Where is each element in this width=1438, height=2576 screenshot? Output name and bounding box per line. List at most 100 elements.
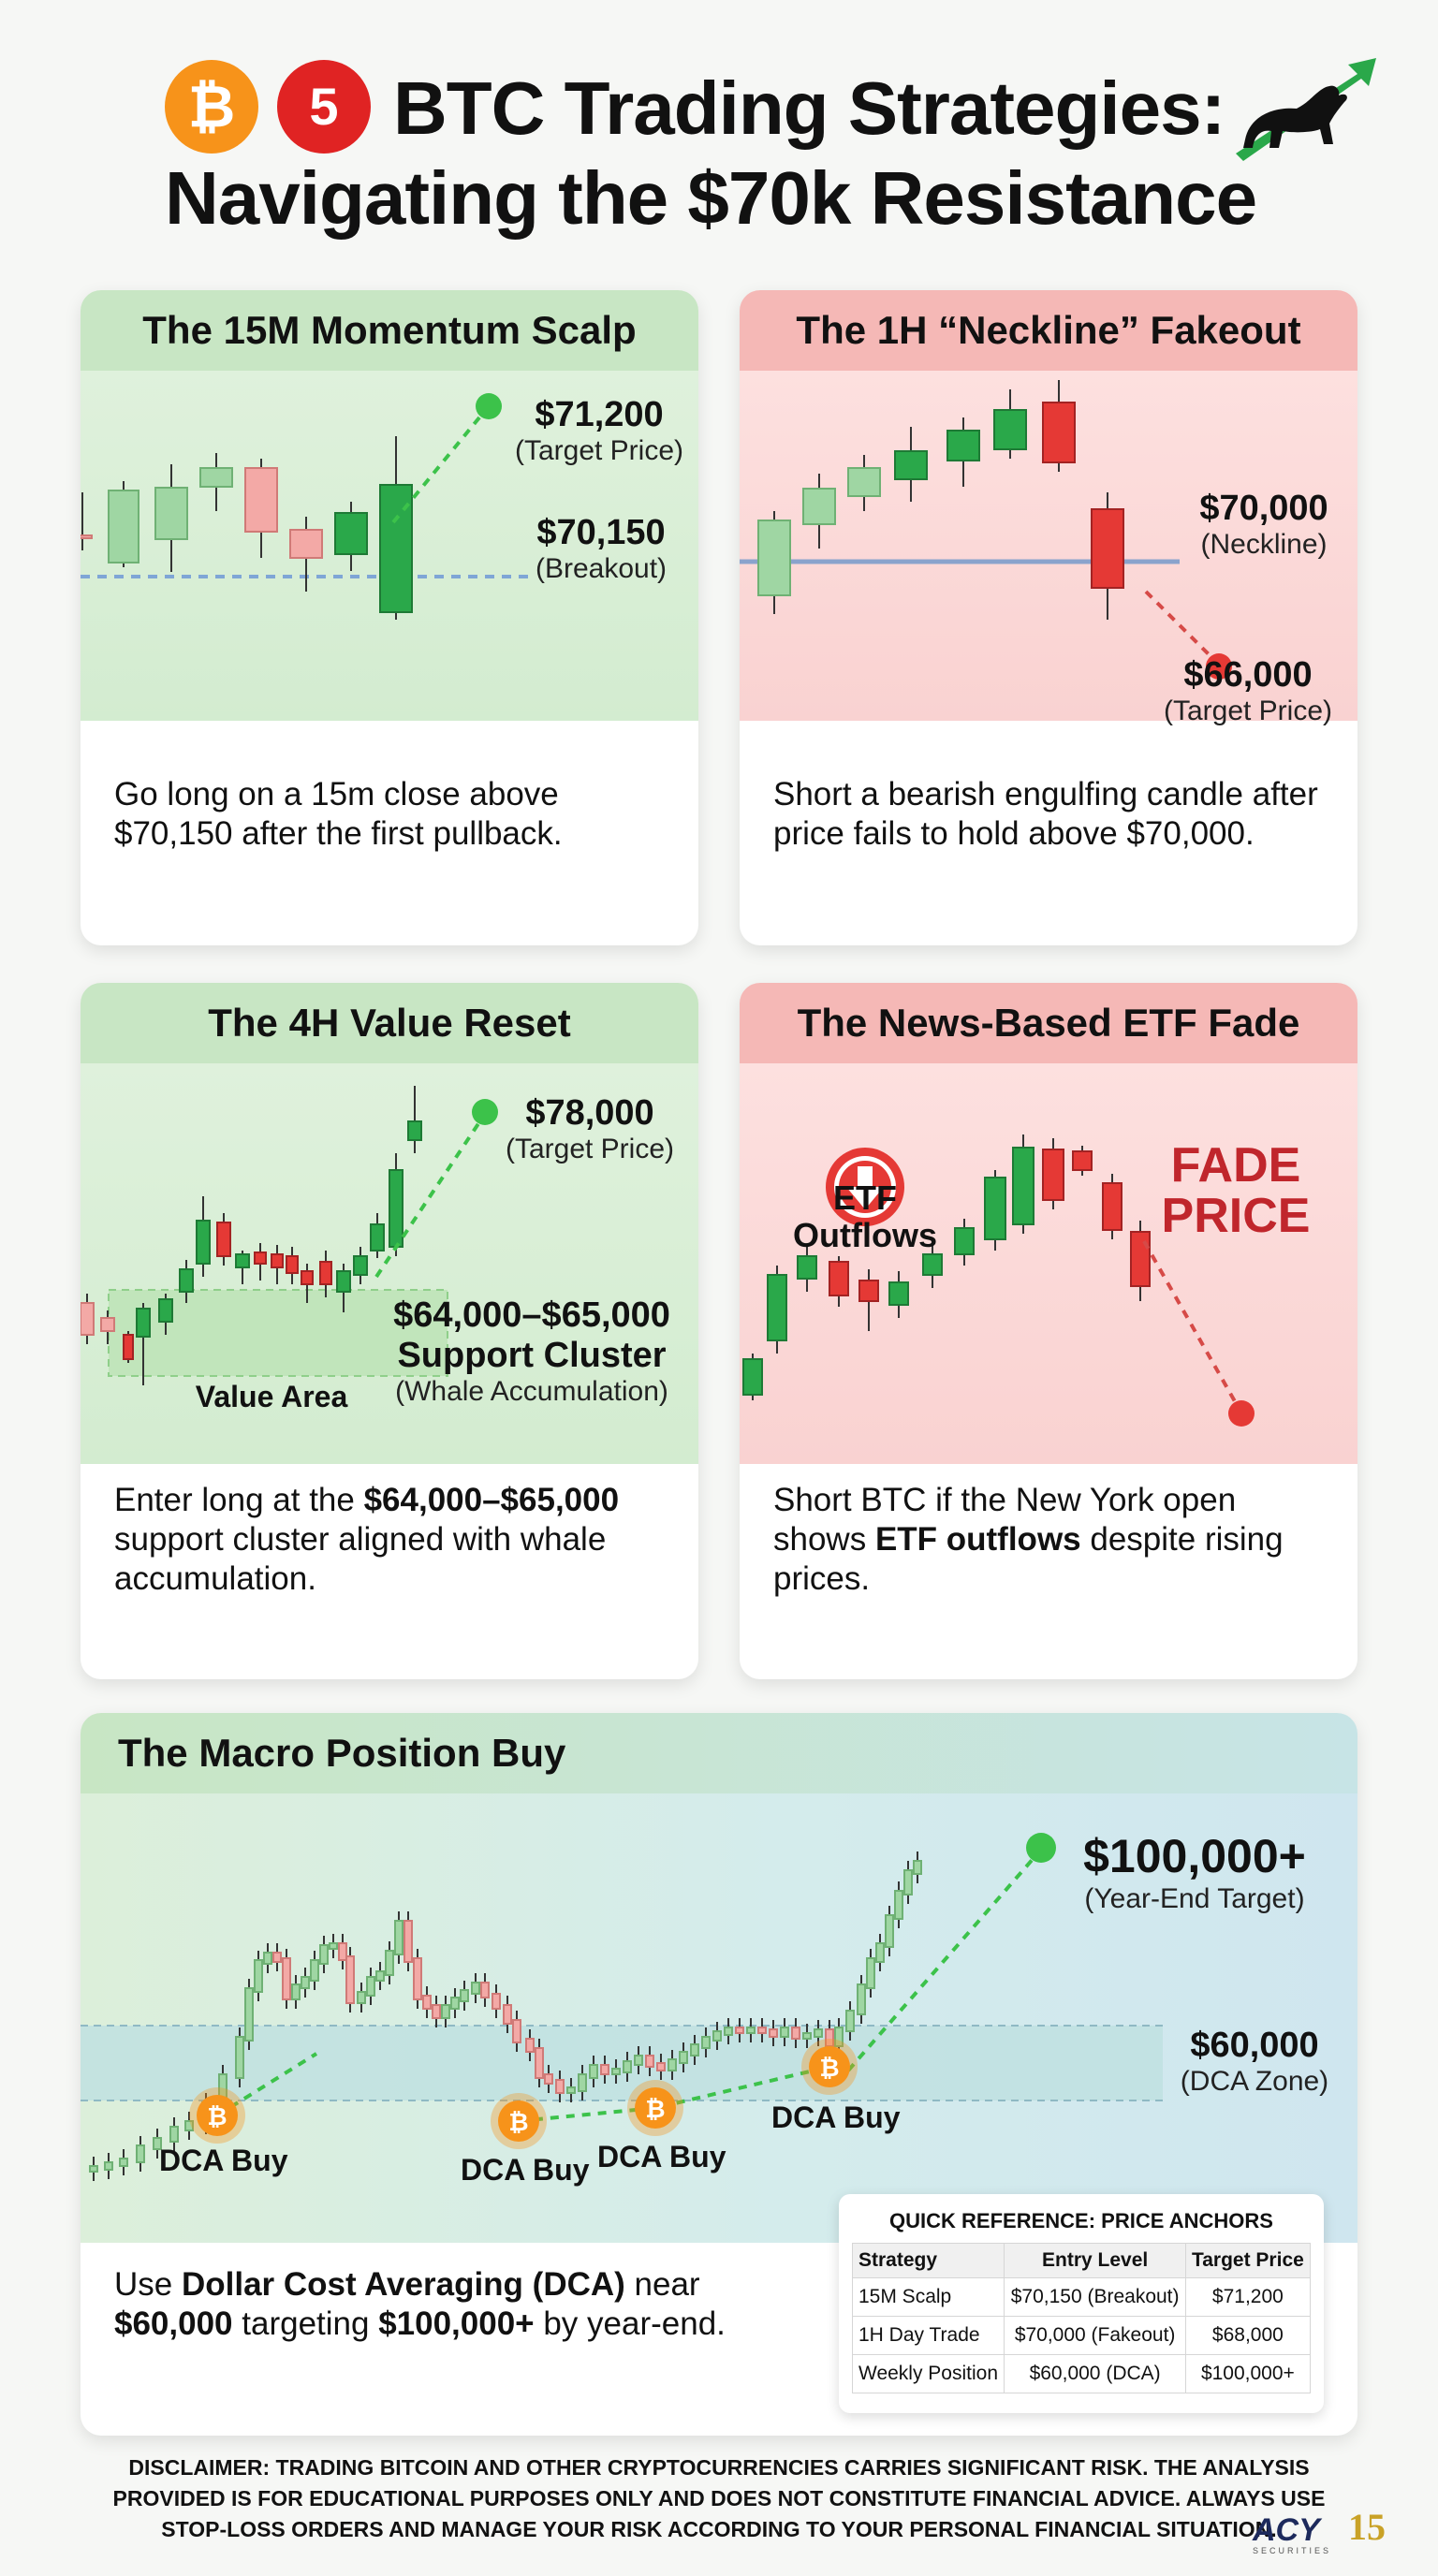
scalp-card: The 15M Momentum Scalp $71,200 (Target P… — [81, 290, 698, 945]
candle — [742, 1358, 763, 1396]
candle — [1042, 1149, 1064, 1201]
down-arrow-icon — [826, 1148, 904, 1226]
candle — [525, 2038, 535, 2053]
table-cell: 15M Scalp — [851, 2277, 1005, 2317]
bitcoin-logo-icon: ₿ — [165, 60, 258, 154]
reset-card-title: The 4H Value Reset — [81, 983, 698, 1063]
scalp-target-note: (Target Price) — [514, 435, 684, 466]
reset-target-path — [374, 1112, 487, 1279]
candle — [885, 1914, 894, 1948]
dca-buy-label-1: DCA Buy — [159, 2144, 288, 2177]
macro-zone-note: (DCA Zone) — [1180, 2066, 1329, 2097]
reset-target-dot — [472, 1099, 498, 1125]
col-strategy: Strategy — [851, 2243, 1005, 2278]
dca-buy-label-2: DCA Buy — [461, 2153, 590, 2187]
anniversary-badge: 15 — [1348, 2506, 1386, 2548]
macro-desc-bold2: $60,000 — [114, 2305, 233, 2342]
candle — [544, 2073, 553, 2085]
candle — [196, 1220, 211, 1265]
fakeout-chart — [740, 371, 1357, 721]
table-cell: Weekly Position — [851, 2354, 1005, 2393]
candle — [888, 1281, 909, 1306]
candle — [413, 1957, 422, 2000]
candle — [108, 490, 139, 564]
candle — [578, 2073, 587, 2092]
candle — [460, 1989, 469, 2002]
svg-text:₿: ₿ — [207, 2103, 227, 2131]
macro-target-label: $100,000+ (Year-End Target) — [1064, 1829, 1326, 1915]
fakeout-target-dot — [1206, 653, 1232, 680]
reset-support-note: (Whale Accumulation) — [395, 1376, 668, 1407]
candle — [797, 1255, 817, 1280]
candle — [104, 2161, 113, 2171]
candle — [441, 2004, 450, 2019]
candle — [271, 1253, 284, 1268]
candle — [894, 1890, 903, 1920]
etf-desc-post: despite rising prices. — [773, 1521, 1284, 1597]
candle — [254, 1251, 267, 1265]
dca-coin-icon: ₿ — [189, 2087, 245, 2144]
candle — [922, 1253, 943, 1276]
candle — [767, 1274, 787, 1341]
table-row: Weekly Position $60,000 (DCA) $100,000+ — [851, 2354, 1312, 2393]
candle — [184, 2120, 194, 2131]
candle — [353, 1255, 368, 1276]
etf-desc-bold: ETF outflows — [874, 1521, 1081, 1558]
candle — [690, 2043, 699, 2056]
candle — [154, 487, 188, 540]
value-area-label: Value Area — [195, 1380, 348, 1413]
candle — [199, 467, 233, 488]
reset-support-price: $64,000–$65,000 — [393, 1295, 670, 1335]
candle — [712, 2030, 722, 2042]
candle — [829, 1261, 849, 1296]
reset-chart — [81, 1063, 698, 1464]
macro-zone-price: $60,000 — [1190, 2026, 1319, 2065]
scalp-card-title: The 15M Momentum Scalp — [81, 290, 698, 371]
candle — [845, 2010, 855, 2032]
candle — [153, 2137, 162, 2150]
candle — [679, 2051, 688, 2064]
candle — [791, 2027, 800, 2040]
candle — [310, 1959, 319, 1982]
candle — [1102, 1182, 1123, 1231]
candle — [136, 1308, 151, 1338]
fakeout-neckline-note: (Neckline) — [1200, 529, 1328, 560]
macro-desc-post: by year-end. — [534, 2305, 726, 2342]
scalp-description: Go long on a 15m close above $70,150 aft… — [114, 776, 563, 852]
etf-description: Short BTC if the New York open shows ETF… — [773, 1481, 1335, 1599]
candle — [1072, 1150, 1093, 1171]
candle — [272, 1952, 282, 1963]
table-cell: 1H Day Trade — [851, 2316, 1005, 2355]
candle — [913, 1860, 922, 1875]
candle — [656, 2062, 666, 2071]
candle — [903, 1869, 913, 1895]
candle — [329, 1942, 338, 1950]
reset-target-price: $78,000 — [525, 1093, 654, 1133]
table-header-row: Strategy Entry Level Target Price — [851, 2243, 1312, 2278]
candle — [611, 2068, 621, 2075]
macro-chart: ₿ ₿ ₿ ₿ — [81, 1793, 1357, 2243]
etf-chart-svg — [742, 1134, 1255, 1427]
fakeout-card: The 1H “Neckline” Fakeout $70,000 (Neckl… — [740, 290, 1357, 945]
candle — [875, 1942, 885, 1963]
candle — [802, 2032, 812, 2040]
scalp-breakout-note: (Breakout) — [535, 553, 668, 584]
scalp-target-label: $71,200 (Target Price) — [506, 395, 693, 467]
dca-path-2 — [518, 2065, 830, 2123]
table-cell: $100,000+ — [1184, 2354, 1312, 2393]
quick-reference-title: QUICK REFERENCE: PRICE ANCHORS — [889, 2209, 1273, 2232]
scalp-chart-svg — [81, 393, 530, 620]
candle — [100, 1317, 115, 1332]
candle — [600, 2064, 609, 2075]
candle — [735, 2027, 744, 2034]
brand-logo: ACY — [1253, 2512, 1320, 2548]
candle — [301, 1976, 310, 1989]
candle — [338, 1942, 347, 1961]
disclaimer: DISCLAIMER: TRADING BITCOIN AND OTHER CR… — [112, 2455, 1326, 2541]
candle — [993, 409, 1027, 450]
candle — [946, 430, 980, 461]
fade-line1: FADE — [1170, 1138, 1301, 1193]
candle — [169, 2126, 179, 2143]
candle — [291, 1983, 301, 2000]
candle — [179, 1268, 194, 1293]
